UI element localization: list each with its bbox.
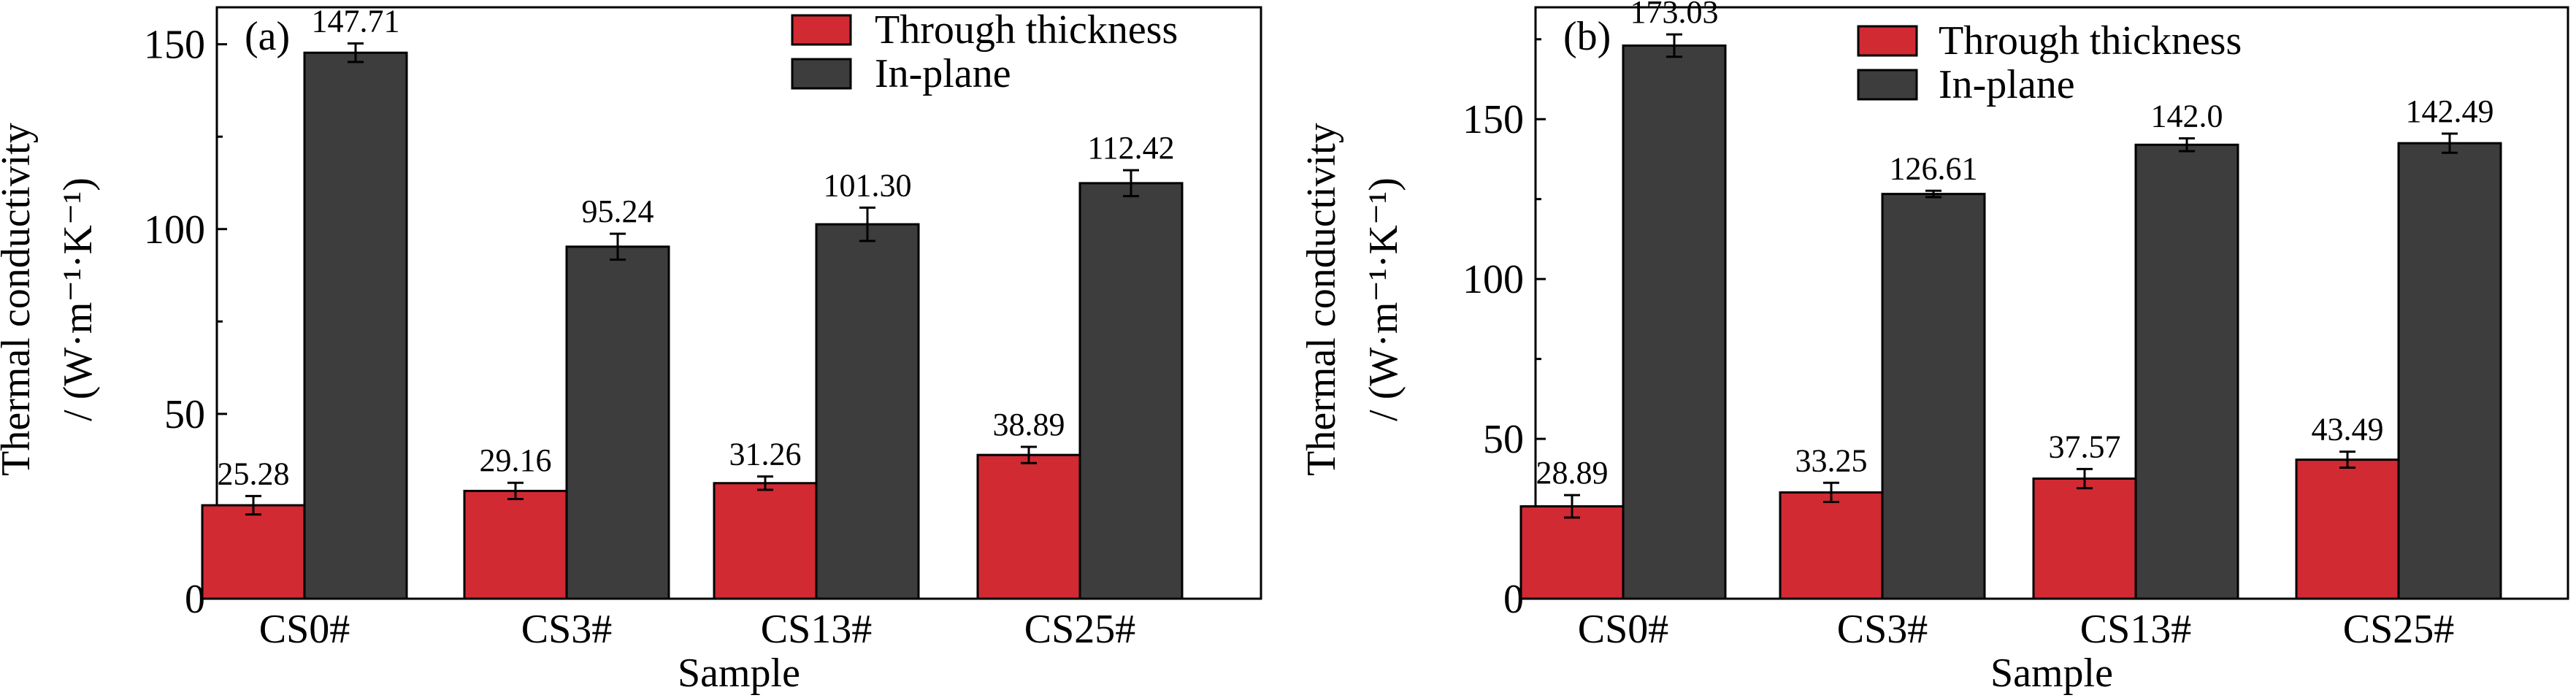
y-axis-title: Thermal conductivity bbox=[0, 123, 39, 476]
x-axis-title: Sample bbox=[1990, 651, 2113, 696]
bar-in-plane-4 bbox=[1078, 182, 1184, 600]
y-tick-label: 150 bbox=[144, 23, 205, 68]
bar-through-thickness-2 bbox=[463, 489, 568, 600]
y-tick-label: 50 bbox=[164, 392, 205, 437]
y-tick-label: 150 bbox=[1463, 97, 1524, 142]
data-label: 43.49 bbox=[2312, 412, 2384, 448]
data-label: 31.26 bbox=[729, 437, 802, 472]
data-label: 95.24 bbox=[582, 193, 654, 229]
legend-label: In-plane bbox=[1939, 62, 2075, 107]
bar-through-thickness-2 bbox=[1779, 491, 1884, 600]
data-label: 147.71 bbox=[312, 4, 400, 39]
legend-swatch bbox=[1857, 69, 1918, 101]
bar-through-thickness-1 bbox=[201, 504, 306, 600]
data-label: 29.16 bbox=[480, 442, 552, 478]
bar-in-plane-2 bbox=[565, 245, 670, 600]
data-label: 25.28 bbox=[218, 456, 290, 491]
x-tick-label: CS25# bbox=[2343, 607, 2455, 652]
bar-through-thickness-3 bbox=[2032, 478, 2137, 600]
bar-in-plane-3 bbox=[2134, 143, 2239, 600]
y-tick-label: 50 bbox=[1483, 417, 1524, 462]
data-label: 101.30 bbox=[824, 167, 912, 203]
x-tick-label: CS3# bbox=[521, 607, 613, 652]
legend-swatch bbox=[1857, 25, 1918, 57]
legend-swatch bbox=[791, 14, 852, 46]
x-axis-title: Sample bbox=[678, 651, 800, 696]
bar-in-plane-3 bbox=[815, 223, 920, 600]
bar-in-plane-2 bbox=[1881, 193, 1986, 600]
y-axis-title: Thermal conductivity bbox=[1299, 123, 1344, 476]
panel-a: 05010015025.28147.71CS0#29.1695.24CS3#31… bbox=[0, 4, 1262, 696]
x-tick-label: CS0# bbox=[259, 607, 350, 652]
data-label: 126.61 bbox=[1890, 150, 1978, 186]
data-label: 33.25 bbox=[1795, 442, 1868, 478]
bar-in-plane-1 bbox=[303, 51, 408, 600]
legend-label: Through thickness bbox=[1939, 18, 2242, 64]
y-tick-label: 100 bbox=[144, 207, 205, 253]
legend-label: In-plane bbox=[875, 51, 1011, 96]
x-tick-label: CS13# bbox=[761, 607, 873, 652]
panel-label: (b) bbox=[1563, 14, 1611, 59]
panel-label: (a) bbox=[245, 14, 290, 59]
data-label: 38.89 bbox=[993, 407, 1065, 442]
legend-label: Through thickness bbox=[875, 7, 1178, 53]
bar-in-plane-1 bbox=[1622, 44, 1727, 600]
data-label: 142.49 bbox=[2406, 93, 2494, 129]
x-tick-label: CS25# bbox=[1024, 607, 1136, 652]
y-tick-label: 100 bbox=[1463, 257, 1524, 302]
y-axis-unit: / (W·m⁻¹·K⁻¹) bbox=[1361, 177, 1406, 421]
bar-through-thickness-1 bbox=[1519, 505, 1625, 600]
legend-swatch bbox=[791, 58, 852, 90]
x-tick-label: CS0# bbox=[1578, 607, 1669, 652]
data-label: 37.57 bbox=[2049, 429, 2121, 464]
data-label: 142.0 bbox=[2151, 99, 2223, 134]
x-tick-label: CS13# bbox=[2080, 607, 2192, 652]
panel-b: 05010015028.89173.03CS0#33.25126.61CS3#3… bbox=[1299, 0, 2569, 696]
data-label: 173.03 bbox=[1630, 0, 1719, 30]
bar-in-plane-4 bbox=[2397, 142, 2502, 600]
data-label: 112.42 bbox=[1087, 130, 1174, 166]
data-label: 28.89 bbox=[1536, 455, 1609, 491]
y-axis-unit: / (W·m⁻¹·K⁻¹) bbox=[55, 177, 101, 421]
bar-through-thickness-3 bbox=[713, 482, 818, 600]
bar-through-thickness-4 bbox=[2295, 459, 2400, 600]
x-tick-label: CS3# bbox=[1837, 607, 1928, 652]
bar-through-thickness-4 bbox=[976, 453, 1081, 600]
